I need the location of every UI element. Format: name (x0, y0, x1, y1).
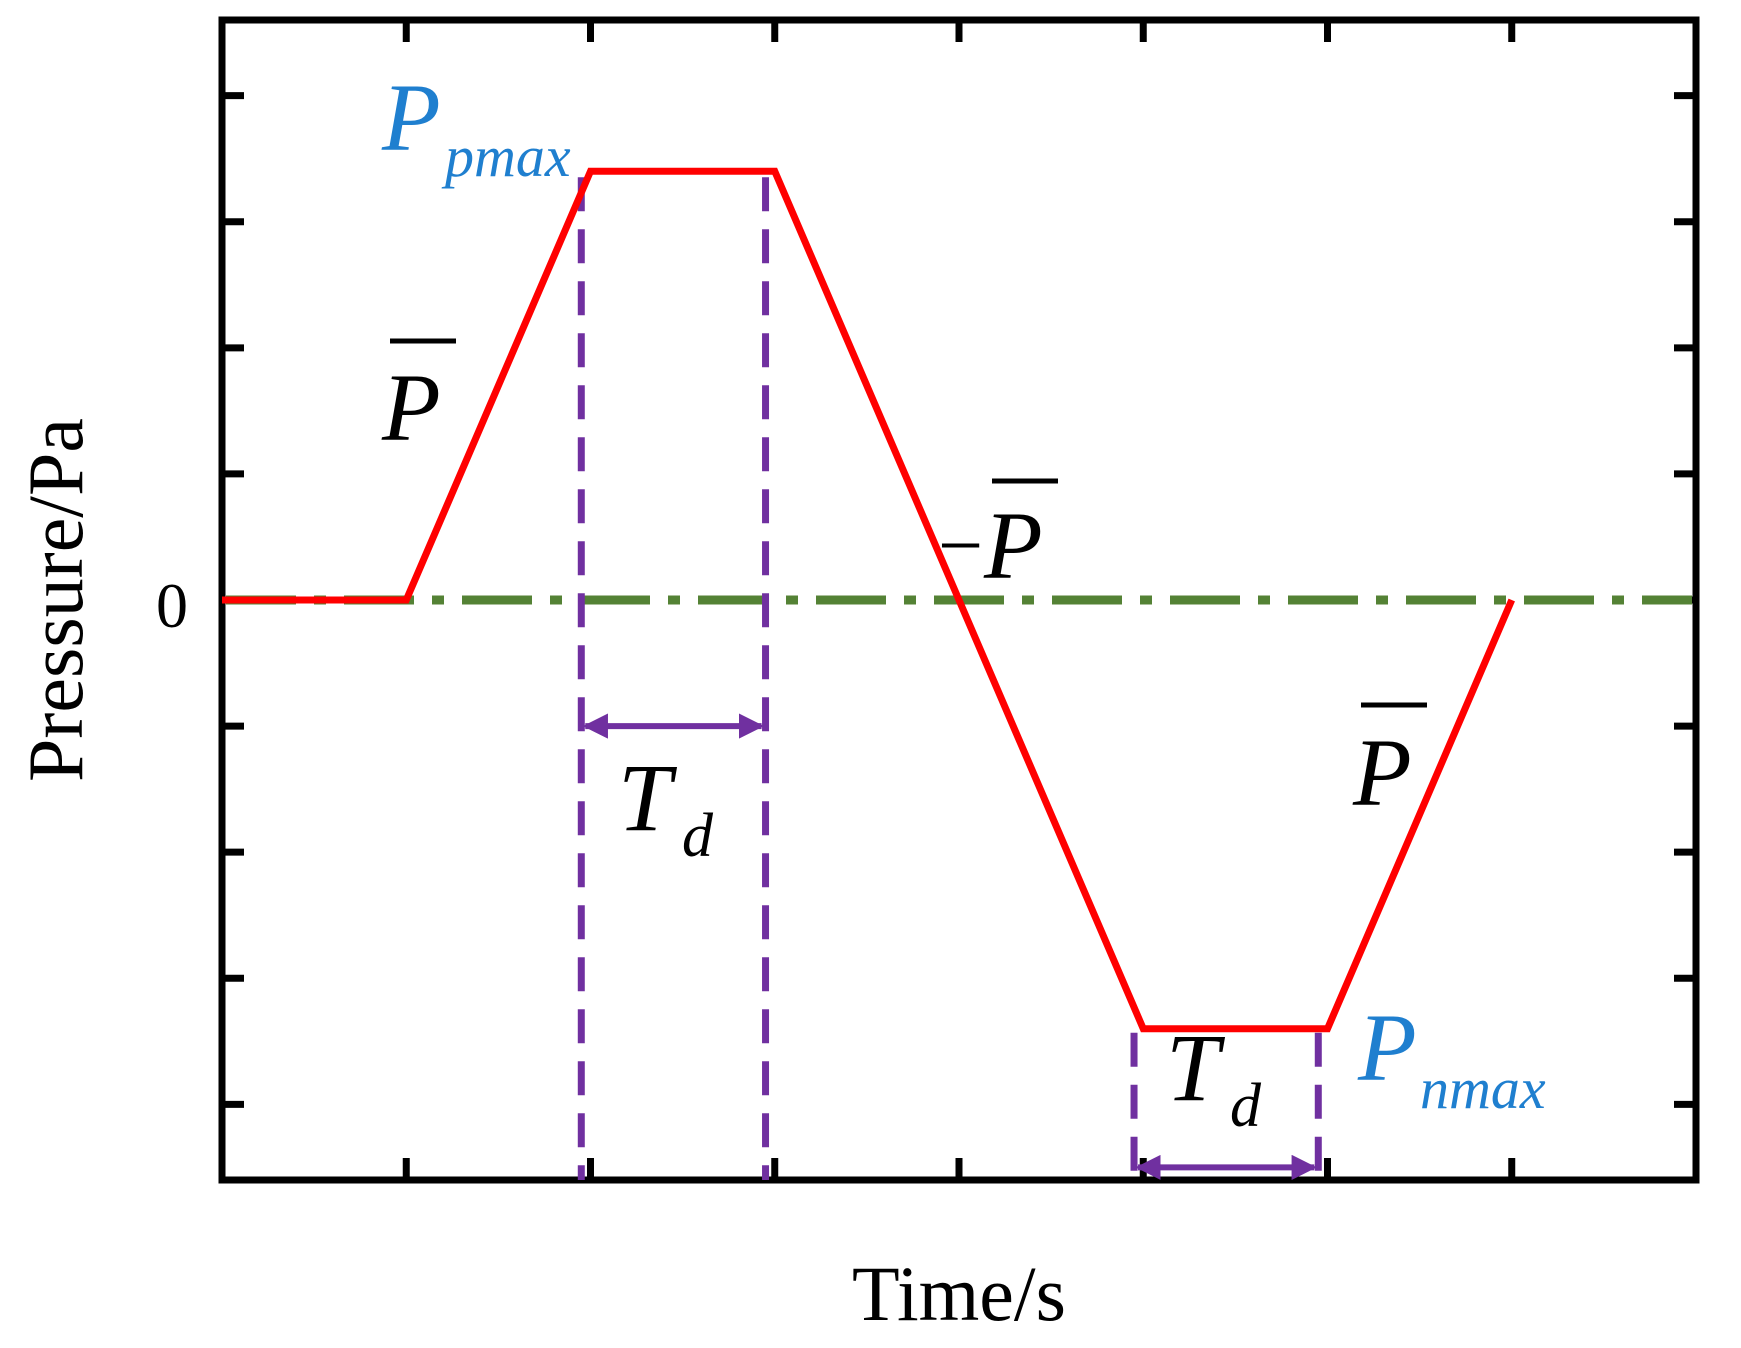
td-positive-subscript: d (682, 802, 714, 870)
annotation-p-nmax: P nmax (1357, 994, 1546, 1121)
p-pmax-symbol: P (381, 64, 441, 171)
x-axis-title: Time/s (852, 1250, 1066, 1337)
annotation-td-negative: T d (1166, 1014, 1262, 1140)
duration-markers (577, 177, 1322, 1180)
y-axis-title: Pressure/Pa (12, 418, 99, 782)
p-bar-return-label: P (1352, 719, 1412, 826)
series-line-0 (222, 167, 1515, 1033)
p-bar-fall-label: P (983, 492, 1043, 599)
annotation-p-bar-fall: − P (938, 478, 1058, 599)
annotation-td-positive: T d (618, 744, 714, 870)
y-tick-label-zero: 0 (156, 570, 188, 641)
annotation-p-pmax: P pmax (381, 64, 571, 189)
p-bar-rise-label: P (381, 354, 441, 461)
td-positive-symbol: T (618, 744, 678, 851)
annotation-p-bar-rise: P (381, 338, 456, 461)
p-nmax-subscript: nmax (1420, 1056, 1546, 1121)
p-bar-fall-sign: − (938, 502, 983, 590)
td-negative-symbol: T (1166, 1014, 1226, 1121)
annotation-p-bar-return: P (1352, 702, 1427, 826)
p-pmax-subscript: pmax (441, 124, 571, 189)
series-layer (221, 167, 1515, 1033)
td-negative-subscript: d (1230, 1072, 1262, 1140)
p-nmax-symbol: P (1357, 994, 1417, 1101)
axis-ticks (222, 20, 1696, 1180)
